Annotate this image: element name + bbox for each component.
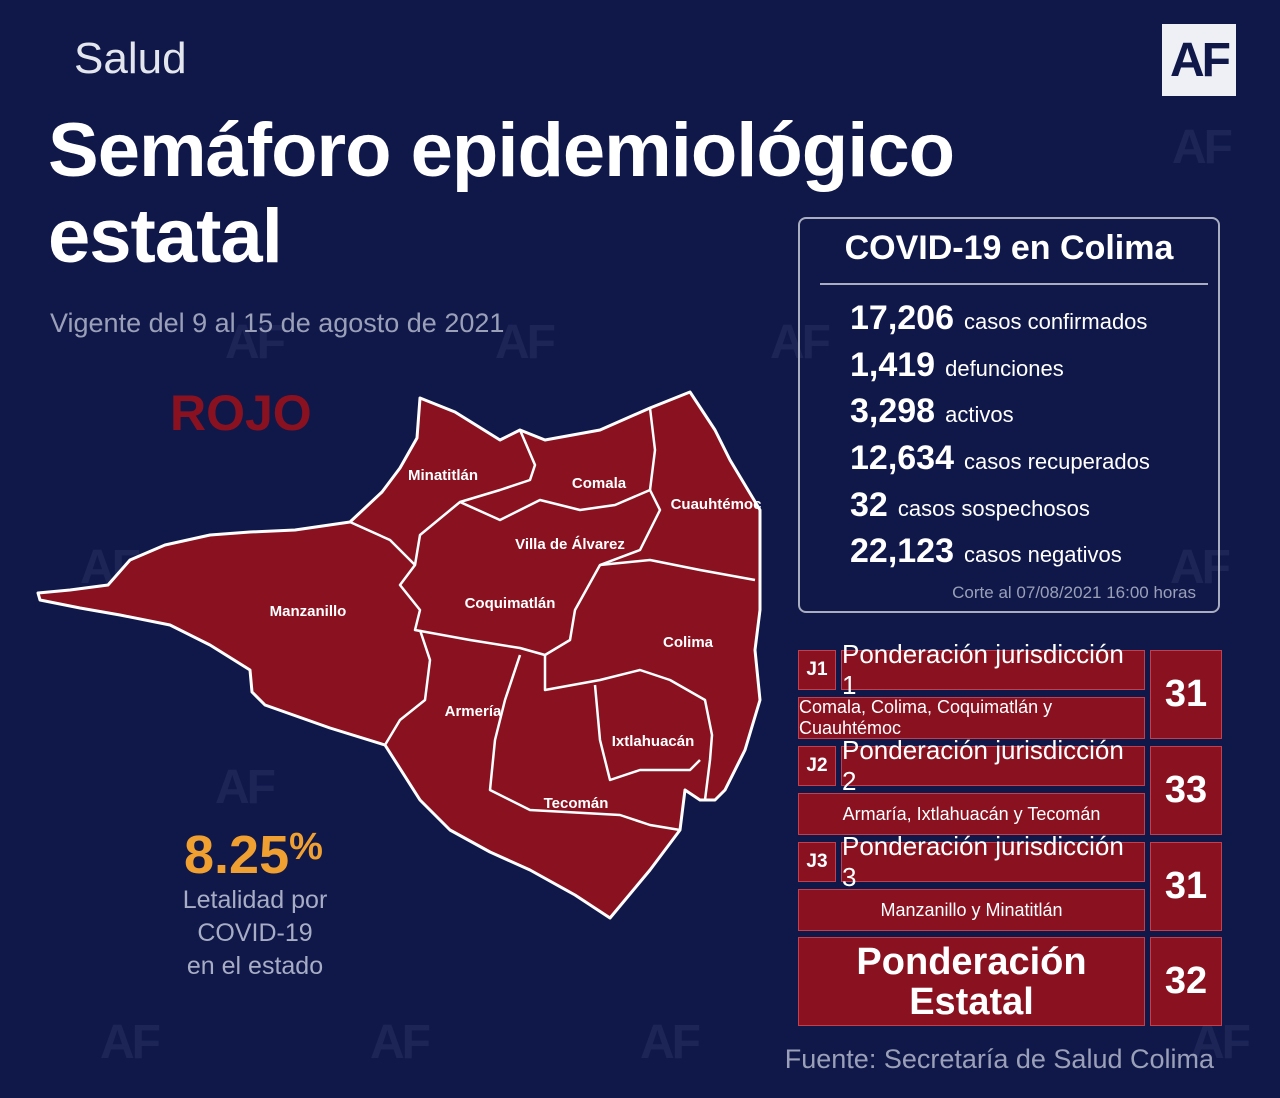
stat-number: 22,123 — [850, 532, 954, 570]
watermark-logo: AF — [640, 1016, 701, 1069]
boundary-villa — [459, 488, 662, 657]
brand-logo: AF — [1162, 24, 1236, 96]
jurisdiction-value: 31 — [1150, 650, 1222, 739]
stat-row: 3,298 activos — [850, 392, 1014, 431]
stat-label: casos confirmados — [964, 309, 1148, 334]
boundary-armeria — [383, 629, 432, 746]
stat-number: 3,298 — [850, 392, 936, 430]
stat-label: activos — [945, 402, 1014, 427]
map-label-ixtlahuacan: Ixtlahuacán — [612, 733, 695, 750]
jurisdiction-badge: J3 — [798, 842, 836, 882]
validity-date: Vigente del 9 al 15 de agosto de 2021 — [50, 308, 505, 338]
section-label: Salud — [74, 34, 187, 83]
stat-row: 17,206 casos confirmados — [850, 299, 1147, 338]
watermark-logo: AF — [495, 316, 556, 369]
jurisdiction-badge: J2 — [798, 746, 836, 786]
traffic-light-status: ROJO — [170, 385, 312, 441]
state-weight-label: Ponderación Estatal — [798, 937, 1145, 1026]
cutoff-note: Corte al 07/08/2021 16:00 horas — [952, 583, 1196, 602]
stat-label: defunciones — [945, 356, 1064, 381]
state-weight-value: 32 — [1150, 937, 1222, 1026]
stats-divider — [820, 283, 1208, 285]
state-outline — [36, 390, 762, 920]
lethality-line-2: COVID-19 — [197, 919, 313, 947]
watermark-logo: AF — [370, 1016, 431, 1069]
boundary-colima — [599, 558, 756, 582]
watermark-logo: AF — [770, 316, 831, 369]
covid-stats-panel: COVID-19 en Colima 17,206 casos confirmad… — [798, 217, 1220, 613]
map-label-coquimatlan: Coquimatlán — [465, 595, 556, 612]
stat-label: casos sospechosos — [897, 496, 1090, 521]
jurisdiction-value: 33 — [1150, 746, 1222, 835]
jurisdiction-members: Comala, Colima, Coquimatlán y Cuauhtémoc — [798, 697, 1145, 739]
page-title: Semáforo epidemiológico estatal — [48, 108, 955, 280]
jurisdiction-title: Ponderación jurisdicción 2 — [841, 735, 1145, 796]
colima-map: Minatitlán Comala Cuauhtémoc Villa de Ál… — [36, 390, 762, 920]
stat-label: casos recuperados — [964, 449, 1150, 474]
jurisdiction-title: Ponderación jurisdicción 3 — [841, 831, 1145, 892]
boundary-tecoman — [488, 654, 681, 832]
map-label-comala: Comala — [572, 475, 627, 492]
watermark-logo: AF — [215, 761, 276, 814]
watermark-logo: AF — [100, 1016, 161, 1069]
jurisdiction-value: 31 — [1150, 842, 1222, 931]
stat-row: 12,634 casos recuperados — [850, 439, 1150, 478]
jurisdiction-title: Ponderación jurisdicción 1 — [841, 639, 1145, 700]
stat-label: casos negativos — [964, 542, 1122, 567]
lethality-value: 8.25% — [184, 824, 323, 886]
stat-row: 22,123 casos negativos — [850, 532, 1122, 571]
map-label-manzanillo: Manzanillo — [270, 603, 347, 620]
watermark-logo: AF — [225, 316, 286, 369]
jurisdiction-badge: J1 — [798, 650, 836, 690]
stat-number: 12,634 — [850, 439, 954, 477]
lethality-line-1: Letalidad por — [182, 886, 328, 914]
boundary-coquimatlan — [398, 564, 714, 801]
boundary-cuauhtemoc — [648, 407, 657, 491]
state-label-line-2: Estatal — [909, 980, 1034, 1023]
watermark-logo: AF — [1172, 121, 1233, 174]
lethality-symbol: % — [289, 826, 323, 868]
map-label-villa-de-alvarez: Villa de Álvarez — [515, 536, 625, 553]
stat-number: 1,419 — [850, 346, 936, 384]
state-label-line-1: Ponderación — [856, 940, 1087, 983]
stat-row: 32 casos sospechosos — [850, 486, 1090, 525]
lethality-number: 8.25 — [184, 825, 290, 885]
boundary-ixtlahuacan — [593, 684, 701, 782]
map-label-cuauhtemoc: Cuauhtémoc — [671, 496, 762, 513]
title-line-2: estatal — [48, 194, 283, 279]
map-label-colima: Colima — [663, 634, 714, 651]
stat-row: 1,419 defunciones — [850, 346, 1064, 385]
stats-title: COVID-19 en Colima — [844, 229, 1174, 267]
stat-number: 32 — [850, 486, 888, 524]
map-label-minatitlan: Minatitlán — [408, 467, 478, 484]
map-label-armeria: Armería — [445, 703, 502, 720]
watermark-logo: AF — [1170, 541, 1231, 594]
lethality-caption: Letalidad por COVID-19 en el estado — [150, 884, 360, 983]
jurisdiction-members: Manzanillo y Minatitlán — [798, 889, 1145, 931]
source-note: Fuente: Secretaría de Salud Colima — [784, 1044, 1214, 1074]
stat-number: 17,206 — [850, 299, 954, 337]
jurisdiction-members: Armaría, Ixtlahuacán y Tecomán — [798, 793, 1145, 835]
lethality-line-3: en el estado — [186, 952, 324, 980]
title-line-1: Semáforo epidemiológico — [48, 108, 955, 193]
map-label-tecoman: Tecomán — [544, 795, 609, 812]
